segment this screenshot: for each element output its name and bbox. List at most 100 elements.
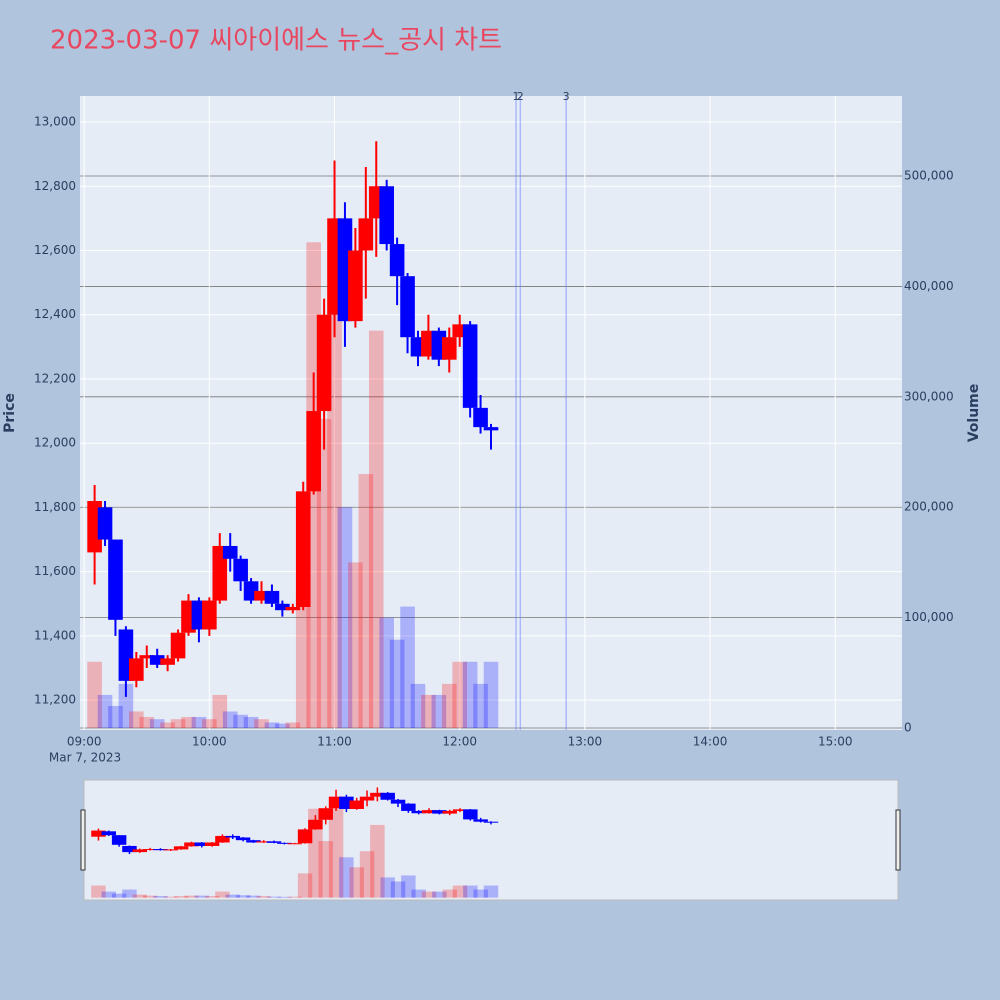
news-marker-label: 1 — [513, 90, 520, 103]
mini-candle-body — [132, 849, 148, 853]
mini-volume-bar — [390, 881, 406, 898]
mini-candle-body — [246, 840, 261, 843]
candle-body — [129, 658, 144, 681]
mini-candle-body — [452, 809, 468, 811]
x-tick-label: 11:00 — [317, 735, 352, 749]
mini-volume-bar — [370, 824, 385, 898]
mini-volume-bar — [122, 889, 137, 898]
volume-bar — [87, 661, 102, 729]
mini-candle-body — [173, 846, 189, 850]
volume-bar — [368, 330, 384, 729]
candle-body — [170, 632, 186, 659]
mini-candle-body — [328, 796, 344, 809]
candle-body — [254, 590, 269, 601]
volume-bar — [348, 562, 363, 729]
x-tick-label: 09:00 — [67, 735, 102, 749]
mini-candle-body — [235, 837, 251, 841]
mini-candle-body — [432, 810, 447, 814]
volume-bar — [181, 716, 196, 729]
y2-tick-label: 100,000 — [904, 610, 954, 624]
candle-body — [295, 491, 311, 607]
mini-volume-bar — [421, 891, 437, 898]
candle-body — [285, 606, 301, 611]
mini-volume-bar — [266, 896, 282, 898]
volume-bar — [316, 418, 332, 729]
mini-candle-body — [204, 842, 220, 846]
candle-body — [149, 655, 165, 665]
mini-candle-body — [359, 796, 375, 801]
volume-bar — [327, 231, 342, 729]
mini-candle-body — [442, 810, 457, 814]
volume-bar — [400, 606, 415, 729]
x-tick-label: 14:00 — [693, 735, 728, 749]
candle-body — [348, 250, 363, 322]
range-handle[interactable] — [895, 809, 901, 871]
volume-bar — [379, 617, 394, 729]
candle-body — [275, 603, 290, 611]
y-tick-label: 12,600 — [34, 243, 76, 257]
mini-volume-bar — [411, 889, 426, 898]
mini-candle-body — [101, 831, 117, 836]
mini-volume-bar — [132, 894, 148, 898]
mini-candle-body — [483, 821, 499, 823]
volume-bar — [431, 694, 447, 729]
candle-body — [473, 407, 488, 428]
candle-body — [379, 186, 394, 245]
volume-bar — [358, 474, 374, 729]
range-handle[interactable] — [80, 809, 86, 871]
chart-title: 2023-03-07 씨아이에스 뉴스_공시 차트 — [50, 26, 502, 56]
y-tick-label: 11,200 — [34, 693, 76, 707]
volume-bar — [421, 694, 436, 729]
mini-volume-bar — [328, 806, 344, 898]
volume-bar — [337, 507, 353, 729]
mini-candle-body — [308, 819, 323, 830]
mini-candle-body — [349, 800, 364, 809]
mini-candle-body — [215, 835, 230, 843]
mini-candle-body — [122, 845, 137, 853]
mini-candle-body — [91, 830, 106, 837]
volume-bar — [452, 661, 468, 729]
mini-volume-bar — [318, 841, 333, 898]
y2-tick-label: 0 — [904, 721, 912, 735]
mini-candle-body — [370, 792, 385, 797]
candle-body — [233, 558, 248, 582]
volume-bar — [129, 711, 144, 729]
volume-bar — [473, 683, 488, 729]
range-slider[interactable] — [83, 779, 899, 901]
y2-tick-label: 200,000 — [904, 500, 954, 514]
x-date-label: Mar 7, 2023 — [49, 751, 121, 765]
mini-candle-body — [153, 849, 168, 851]
mini-volume-bar — [91, 885, 106, 898]
mini-candle-body — [297, 829, 313, 844]
y-axis-label: Price — [2, 393, 18, 433]
mini-candle-body — [194, 842, 209, 846]
mini-volume-bar — [452, 885, 468, 898]
x-tick-label: 12:00 — [442, 735, 477, 749]
volume-bar — [170, 719, 186, 729]
volume-bar — [410, 683, 426, 729]
mini-volume-bar — [173, 896, 189, 898]
volume-bar — [254, 719, 269, 729]
volume-bar — [275, 723, 290, 729]
mini-volume-bar — [380, 877, 395, 898]
volume-bar — [202, 719, 217, 729]
mini-candle-body — [142, 849, 158, 851]
mini-volume-bar — [442, 889, 457, 898]
mini-volume-bar — [359, 851, 375, 898]
news-marker-label: 2 — [517, 90, 524, 103]
mini-candle-body — [380, 792, 395, 800]
y-tick-label: 11,600 — [34, 564, 76, 578]
mini-volume-bar — [349, 867, 364, 898]
mini-candle-body — [163, 849, 179, 851]
mini-volume-bar — [215, 891, 230, 898]
volume-bar — [222, 711, 238, 729]
mini-volume-bar — [101, 891, 117, 898]
mini-volume-bar — [246, 895, 261, 898]
mini-volume-bar — [463, 885, 478, 898]
mini-candle-body — [473, 819, 488, 822]
y2-axis-label: Volume — [966, 384, 982, 443]
candle-body — [212, 545, 228, 601]
volume-bar — [149, 719, 165, 729]
